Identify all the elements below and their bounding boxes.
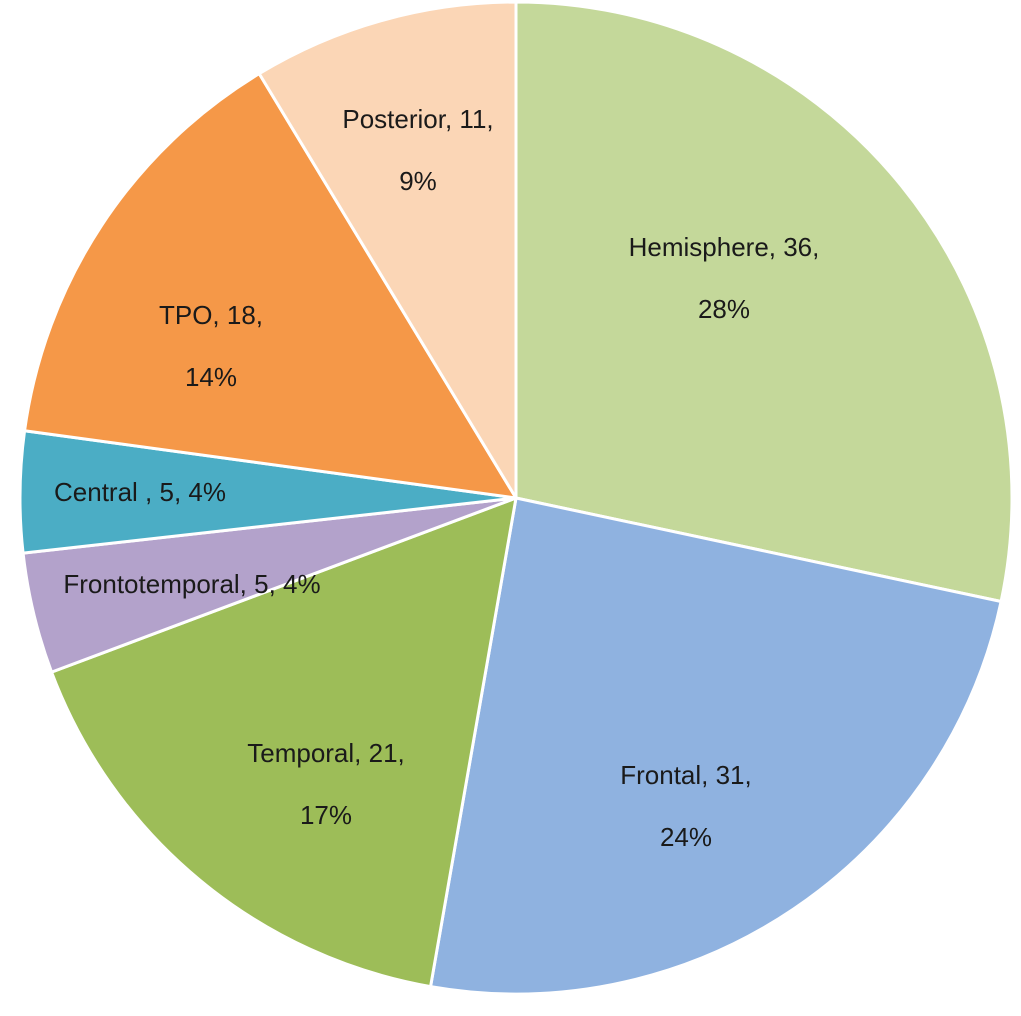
slice-label-temporal: Temporal, 21, 17% — [247, 738, 405, 830]
slice-label-line: Frontal, 31, — [620, 760, 752, 790]
slice-label-central: Central , 5, 4% — [54, 477, 226, 507]
slice-label-line: Posterior, 11, — [342, 104, 493, 134]
pie-slice-posterior — [257, 0, 518, 500]
slice-label-line: 14% — [185, 362, 237, 392]
pie-labels: Hemisphere, 36, 28% Frontal, 31, 24% Tempora… — [54, 104, 819, 852]
slice-label-frontotemporal: Frontotemporal, 5, 4% — [63, 569, 320, 599]
slice-label-line: 17% — [300, 800, 352, 830]
slice-label-posterior: Posterior, 11, 9% — [342, 104, 493, 196]
slice-label-hemisphere: Hemisphere, 36, 28% — [629, 232, 820, 324]
slice-label-line: 24% — [660, 822, 712, 852]
slice-label-line: TPO, 18, — [159, 300, 263, 330]
slice-label-line: 28% — [698, 294, 750, 324]
pie-slices — [18, 0, 1014, 996]
pie-slice-hemisphere — [514, 0, 1014, 604]
pie-slice-temporal — [50, 496, 518, 989]
slice-label-line: 9% — [399, 166, 437, 196]
pie-slice-tpo — [23, 72, 518, 500]
pie-slice-frontal — [429, 496, 1003, 996]
slice-label-line: Hemisphere, 36, — [629, 232, 820, 262]
slice-label-frontal: Frontal, 31, 24% — [620, 760, 752, 852]
slice-label-line: Central , 5, 4% — [54, 477, 226, 507]
slice-label-tpo: TPO, 18, 14% — [159, 300, 263, 392]
slice-label-line: Frontotemporal, 5, 4% — [63, 569, 320, 599]
slice-label-line: Temporal, 21, — [247, 738, 405, 768]
